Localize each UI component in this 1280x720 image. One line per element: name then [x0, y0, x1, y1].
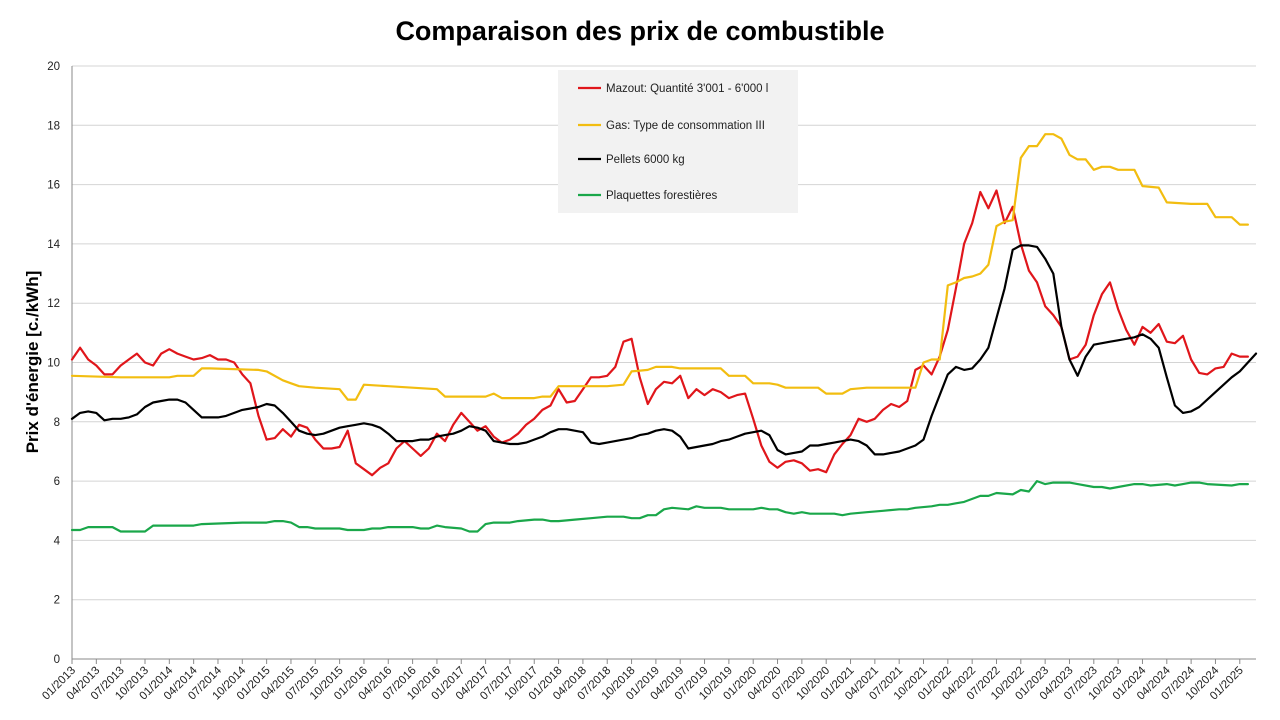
- y-tick-label: 8: [54, 417, 60, 429]
- legend-label-mazout: Mazout: Quantité 3'001 - 6'000 l: [606, 83, 768, 95]
- y-tick-label: 2: [54, 595, 60, 607]
- series-line-gas: [70, 133, 1250, 401]
- y-tick-label: 10: [47, 358, 60, 370]
- y-tick-label: 18: [47, 120, 60, 132]
- y-tick-label: 16: [47, 180, 60, 192]
- y-tick-label: 6: [54, 476, 60, 488]
- y-tick-labels: 0 2 4 6 8 10 12 14 16 18 20: [47, 61, 60, 666]
- y-tick-label: 0: [54, 654, 60, 666]
- legend-label-pellets: Pellets 6000 kg: [606, 154, 685, 166]
- chart-title: Comparaison des prix de combustible: [395, 16, 884, 46]
- legend-label-plaquettes: Plaquettes forestières: [606, 190, 717, 202]
- legend-label-gas: Gas: Type de consommation III: [606, 120, 765, 132]
- legend: Mazout: Quantité 3'001 - 6'000 l Gas: Ty…: [558, 70, 798, 213]
- y-tick-label: 12: [47, 298, 60, 310]
- series-line-mazout: [70, 189, 1250, 477]
- series-lines: [70, 133, 1258, 533]
- y-axis-label: Prix d'énergie [c./kWh]: [23, 271, 42, 454]
- y-tick-label: 20: [47, 61, 60, 73]
- series-line-pellets: [70, 244, 1258, 456]
- x-tick-labels: 01/201304/201307/201310/201301/201404/20…: [40, 659, 1246, 703]
- y-tick-label: 4: [54, 535, 61, 547]
- series-line-plaquettes: [70, 480, 1250, 533]
- legend-box: [558, 70, 798, 213]
- y-tick-label: 14: [47, 239, 60, 251]
